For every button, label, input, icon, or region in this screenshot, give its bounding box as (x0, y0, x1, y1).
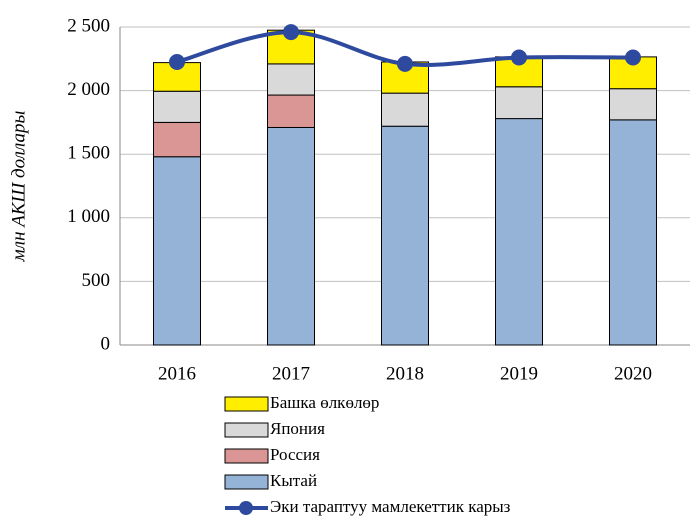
legend-swatch (224, 474, 269, 490)
bar-segment (267, 94, 315, 128)
x-tick-label: 2018 (386, 363, 424, 384)
y-axis-label: млн АКШ доллары (8, 111, 29, 263)
y-tick-label: 500 (82, 270, 111, 291)
bar-segment (267, 63, 315, 96)
y-tick-label: 1 000 (67, 206, 110, 227)
legend-label: Башка өлкөлөр (270, 393, 379, 412)
y-tick-label: 0 (101, 333, 111, 354)
legend-swatch (224, 422, 269, 438)
line-point (283, 24, 299, 41)
line-point (511, 49, 527, 66)
bar-segment (495, 86, 543, 120)
legend-label: Россия (270, 445, 320, 464)
bar-segment (381, 92, 429, 127)
legend-label: Эки тараптуу мамлекеттик карыз (270, 497, 511, 516)
legend-swatch (224, 448, 269, 464)
bar-segment (153, 156, 201, 346)
bar-segment (609, 119, 657, 346)
bar-segment (153, 90, 201, 123)
bar-segment (267, 126, 315, 346)
y-tick-label: 1 500 (67, 143, 110, 164)
line-point (169, 53, 185, 70)
x-tick-label: 2020 (614, 363, 652, 384)
x-tick-label: 2019 (500, 363, 538, 384)
bar-segment (495, 118, 543, 346)
x-tick-label: 2017 (272, 363, 310, 384)
legend-label: Кытай (270, 471, 317, 490)
bar-segment (609, 88, 657, 121)
y-tick-label: 2 000 (67, 79, 110, 100)
y-tick-label: 2 500 (67, 15, 110, 36)
bar-segment (381, 125, 429, 346)
legend-marker (239, 501, 253, 515)
line-point (625, 49, 641, 66)
line-point (397, 55, 413, 72)
legend-swatch (224, 396, 269, 412)
x-tick-label: 2016 (158, 363, 196, 384)
bar-segment (153, 121, 201, 158)
legend-label: Япония (270, 419, 325, 438)
